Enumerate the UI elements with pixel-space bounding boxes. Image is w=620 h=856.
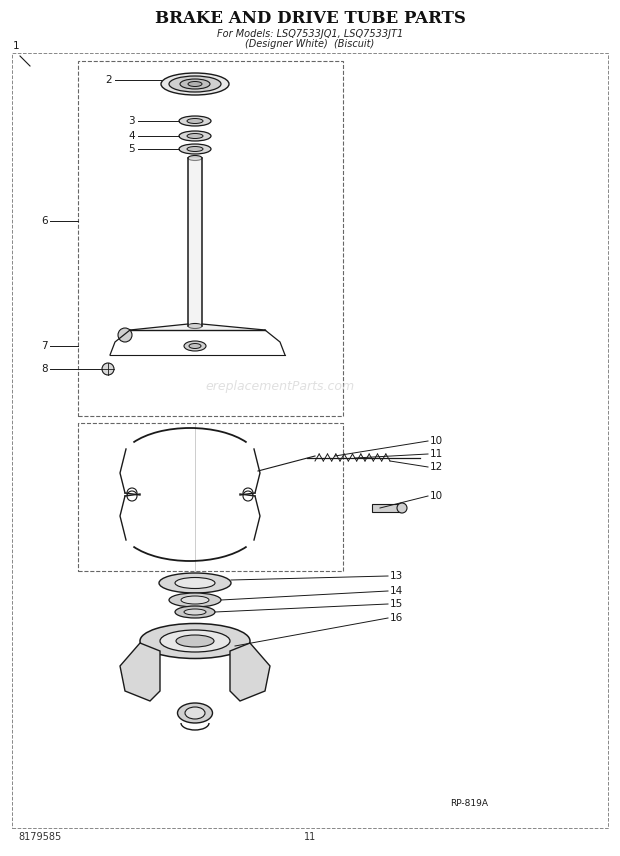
Text: 14: 14 [390,586,403,596]
Circle shape [118,328,132,342]
Circle shape [127,491,137,501]
Ellipse shape [175,578,215,589]
Ellipse shape [161,73,229,95]
Text: BRAKE AND DRIVE TUBE PARTS: BRAKE AND DRIVE TUBE PARTS [154,9,466,27]
Ellipse shape [179,144,211,154]
Text: 12: 12 [430,462,443,472]
Polygon shape [130,324,265,330]
Text: 11: 11 [430,449,443,459]
Ellipse shape [187,134,203,139]
Circle shape [243,488,253,498]
Circle shape [127,488,137,498]
Ellipse shape [188,81,202,86]
Text: RP-819A: RP-819A [450,799,488,808]
Ellipse shape [189,343,201,348]
Ellipse shape [179,131,211,141]
Text: 4: 4 [128,131,135,141]
Text: 15: 15 [390,599,403,609]
Ellipse shape [159,573,231,593]
Polygon shape [120,643,160,701]
Text: For Models: LSQ7533JQ1, LSQ7533JT1: For Models: LSQ7533JQ1, LSQ7533JT1 [217,29,403,39]
Text: ereplacementParts.com: ereplacementParts.com [205,379,355,393]
Text: 10: 10 [430,436,443,446]
Text: 11: 11 [304,832,316,842]
Text: 13: 13 [390,571,403,581]
Text: 8179585: 8179585 [18,832,61,842]
Text: 1: 1 [13,41,20,51]
Text: 8: 8 [42,364,48,374]
Ellipse shape [140,623,250,658]
Ellipse shape [169,76,221,92]
Circle shape [243,491,253,501]
Text: 10: 10 [430,491,443,501]
Ellipse shape [169,593,221,607]
Text: 5: 5 [128,144,135,154]
Ellipse shape [160,630,230,652]
Ellipse shape [181,596,209,604]
Ellipse shape [188,156,202,161]
Ellipse shape [177,703,213,723]
Circle shape [102,363,114,375]
Text: 2: 2 [105,75,112,85]
Ellipse shape [179,116,211,126]
Polygon shape [372,504,402,512]
Text: (Designer White)  (Biscuit): (Designer White) (Biscuit) [246,39,374,49]
Ellipse shape [187,118,203,123]
Ellipse shape [184,609,206,615]
Text: 6: 6 [42,216,48,226]
Text: 7: 7 [42,341,48,351]
Ellipse shape [184,341,206,351]
Ellipse shape [185,707,205,719]
Ellipse shape [188,324,202,329]
FancyBboxPatch shape [188,158,202,326]
Ellipse shape [175,606,215,618]
Polygon shape [230,643,270,701]
Ellipse shape [180,79,210,89]
Ellipse shape [176,635,214,647]
Circle shape [397,503,407,513]
Text: 3: 3 [128,116,135,126]
Text: 16: 16 [390,613,403,623]
Ellipse shape [187,146,203,152]
